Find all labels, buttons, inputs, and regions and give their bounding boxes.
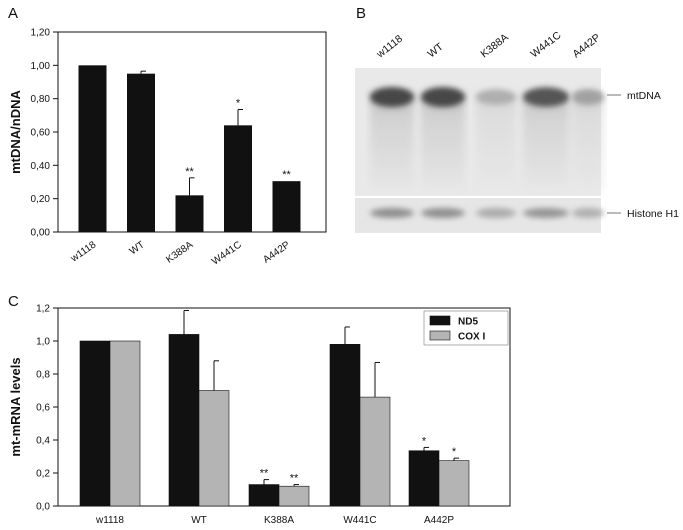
chart-c: 0,0 0,2 0,4 0,6 0,8 1,0 1,2 mt-mRNA levels w1118… xyxy=(8,304,511,526)
chart-a-significance-w441c: * xyxy=(236,98,241,110)
blot-band-label-histone-h1: Histone H1 xyxy=(627,208,679,220)
chart-c-legend-swatch-nd5 xyxy=(429,315,451,326)
chart-c-y-tick-label: 0,0 xyxy=(36,502,50,513)
chart-a-x-tick-label-w1118: w1118 xyxy=(68,239,98,265)
chart-c-bar-nd5-w1118 xyxy=(79,340,111,507)
chart-a: 0,00 0,20 0,40 0,60 0,80 1,00 1,20 mtDNA/nDNA w1… xyxy=(8,28,327,268)
blot-lane-label-a442p: A442P xyxy=(570,31,602,60)
panel-label-a: A xyxy=(8,5,18,22)
chart-c-bar-cox-i-wt xyxy=(198,390,230,507)
blot-band-histone-wt xyxy=(421,208,465,218)
chart-c-bar-nd5-w441c xyxy=(329,343,361,507)
chart-a-bar-w1118 xyxy=(78,65,107,232)
chart-a-y-tick-label: 0,60 xyxy=(31,128,51,139)
blot-band-mtdna-wt xyxy=(421,87,465,107)
blot-lane-label-w441c: W441C xyxy=(528,29,563,60)
chart-c-significance-cox-i-a442p: * xyxy=(452,446,457,458)
chart-c-x-tick-label-a442p: A442P xyxy=(424,515,454,526)
chart-c-bar-nd5-k388a xyxy=(248,484,280,507)
blot-smear-w1118 xyxy=(370,95,414,190)
blot-band-mtdna-w441c xyxy=(523,87,569,107)
chart-a-y-tick-label: 0,00 xyxy=(31,228,51,239)
blot-smear-w441c xyxy=(523,95,569,190)
chart-c-legend: ND5 COX I xyxy=(423,310,509,346)
chart-a-y-tick-label: 0,20 xyxy=(31,194,51,205)
blot-lane-label-w1118: w1118 xyxy=(374,33,405,61)
gel-blot: w1118 WT K388A W441C A442P mtDNA Histone H1 xyxy=(355,29,679,233)
blot-smear-wt xyxy=(421,95,465,190)
blot-band-histone-w1118 xyxy=(370,208,414,218)
chart-a-x-tick-label-wt: WT xyxy=(128,239,147,257)
chart-a-bar-w441c xyxy=(224,125,252,232)
chart-c-x-tick-label-wt: WT xyxy=(191,515,207,526)
chart-c-legend-label-nd5: ND5 xyxy=(458,317,478,328)
chart-a-x-tick-label-a442p: A442P xyxy=(261,239,292,265)
chart-c-legend-label-cox-i: COX I xyxy=(458,332,485,343)
chart-c-significance-nd5-a442p: * xyxy=(422,435,427,447)
blot-smear-a442p xyxy=(572,95,604,190)
chart-c-bar-nd5-wt xyxy=(168,334,200,507)
blot-band-histone-w441c xyxy=(523,208,569,218)
panel-label-b: B xyxy=(356,5,366,22)
blot-lane-label-k388a: K388A xyxy=(478,31,510,60)
blot-band-histone-a442p xyxy=(572,208,604,218)
chart-a-x-tick-label-k388a: K388A xyxy=(164,239,195,265)
chart-a-significance-k388a: ** xyxy=(185,166,194,178)
chart-a-bar-wt xyxy=(127,73,155,233)
chart-a-y-tick-label: 0,80 xyxy=(31,94,51,105)
chart-c-y-axis-label: mt-mRNA levels xyxy=(8,357,23,456)
chart-a-bar-k388a xyxy=(175,195,204,232)
chart-c-y-tick-label: 0,4 xyxy=(36,436,50,447)
blot-band-mtdna-w1118 xyxy=(370,87,414,107)
chart-a-y-tick-label: 0,40 xyxy=(31,161,51,172)
chart-c-y-tick-label: 0,2 xyxy=(36,469,50,480)
chart-a-significance-a442p: ** xyxy=(282,169,291,181)
chart-c-bar-cox-i-w1118 xyxy=(109,340,141,507)
blot-smear-k388a xyxy=(476,95,516,190)
chart-c-significance-nd5-k388a: ** xyxy=(260,468,269,480)
blot-band-mtdna-a442p xyxy=(572,88,604,106)
blot-lane-label-wt: WT xyxy=(425,40,446,60)
chart-c-bar-cox-i-a442p xyxy=(438,460,470,507)
chart-c-significance-cox-i-k388a: ** xyxy=(290,473,299,485)
chart-c-x-tick-label-k388a: K388A xyxy=(264,515,294,526)
chart-c-y-tick-label: 0,6 xyxy=(36,403,50,414)
chart-c-bar-cox-i-k388a xyxy=(278,485,310,507)
blot-band-label-mtdna: mtDNA xyxy=(627,90,661,102)
chart-a-y-tick-label: 1,20 xyxy=(31,28,51,39)
chart-a-x-tick-label-w441c: W441C xyxy=(210,239,244,267)
blot-band-mtdna-k388a xyxy=(476,89,516,105)
chart-a-y-axis-label: mtDNA/nDNA xyxy=(8,90,23,174)
chart-c-bar-cox-i-w441c xyxy=(359,396,391,507)
blot-band-histone-k388a xyxy=(476,208,516,218)
chart-c-x-tick-label-w441c: W441C xyxy=(343,515,376,526)
chart-c-x-tick-label-w1118: w1118 xyxy=(95,515,124,526)
chart-c-y-tick-label: 1,2 xyxy=(36,304,50,315)
chart-c-y-tick-label: 1,0 xyxy=(36,337,50,348)
chart-c-bar-nd5-a442p xyxy=(408,450,440,507)
chart-a-bar-a442p xyxy=(272,181,301,232)
chart-c-y-tick-label: 0,8 xyxy=(36,370,50,381)
chart-c-legend-swatch-cox-i xyxy=(429,330,451,341)
panel-label-c: C xyxy=(8,293,19,310)
chart-a-y-tick-label: 1,00 xyxy=(31,61,51,72)
